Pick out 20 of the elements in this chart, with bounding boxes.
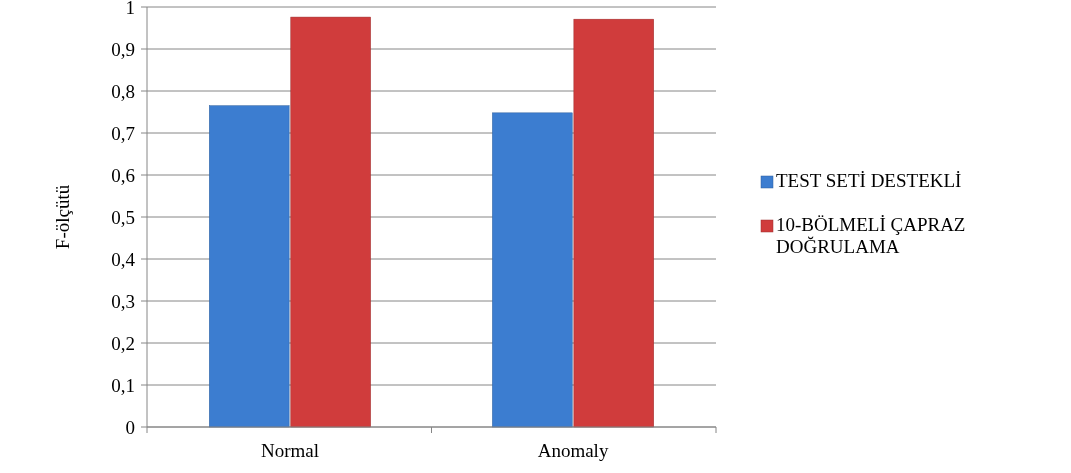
y-tick-label: 0,9 (111, 38, 135, 60)
y-tick-label: 0,2 (111, 332, 135, 354)
y-tick-label: 0,6 (111, 164, 135, 186)
x-tick-label: Anomaly (537, 440, 609, 461)
y-tick-label: 0,7 (111, 122, 135, 144)
y-tick-label: 0 (125, 416, 135, 438)
y-axis-title: F-ölçütü (52, 184, 73, 250)
x-tick-label: Normal (260, 440, 319, 461)
y-tick-label: 0,8 (111, 80, 135, 102)
y-tick-label: 0,4 (111, 248, 136, 270)
y-tick-label: 1 (125, 0, 135, 18)
y-tick-label: 0,3 (111, 290, 135, 312)
legend-label: 10-BÖLMELİ ÇAPRAZ DOĞRULAMA (776, 214, 966, 257)
bar (290, 16, 371, 428)
y-tick-label: 0,1 (111, 374, 135, 396)
y-tick-label: 0,5 (111, 206, 135, 228)
bar (209, 105, 290, 428)
bar (573, 18, 654, 428)
legend-label: TEST SETİ DESTEKLİ (776, 170, 962, 191)
bar (492, 112, 573, 428)
